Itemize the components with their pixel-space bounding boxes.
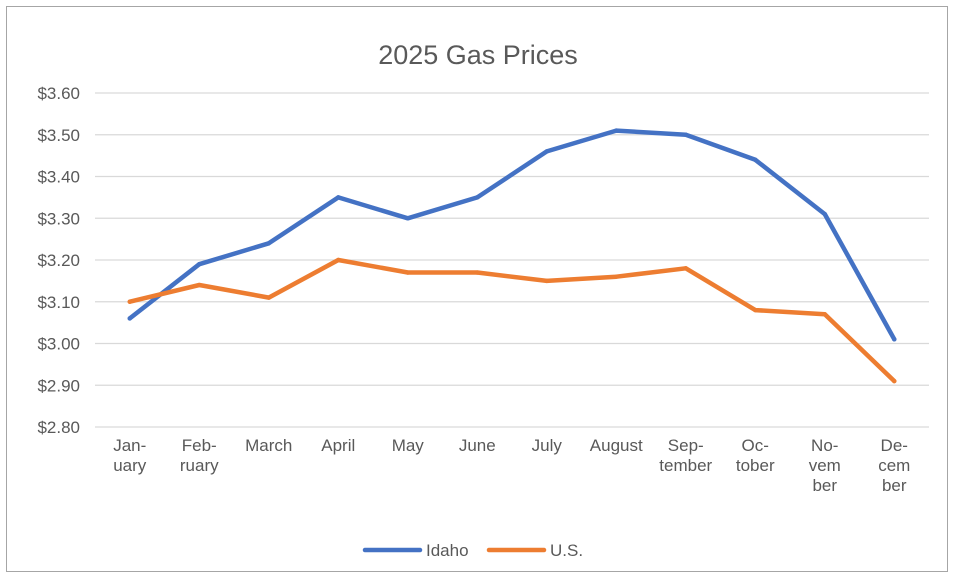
x-tick-label: August xyxy=(590,436,643,455)
data-point xyxy=(544,149,549,154)
x-tick-label-line: No- xyxy=(811,436,838,455)
y-tick-label: $3.20 xyxy=(37,251,80,270)
x-tick-label: July xyxy=(532,436,563,455)
y-axis-tick-labels: $2.80 $2.90 $3.00 $3.10 $3.20 $3.30 $3.40 $3.50… xyxy=(37,84,80,437)
x-tick-label-line: Jan- xyxy=(113,436,146,455)
data-point xyxy=(822,312,827,317)
legend: Idaho U.S. xyxy=(362,541,583,560)
x-tick-label-line: ber xyxy=(812,476,837,495)
data-point xyxy=(127,316,132,321)
data-point xyxy=(822,211,827,217)
data-point xyxy=(614,128,619,133)
data-point xyxy=(892,378,897,384)
x-tick-label: Jan-uary xyxy=(113,436,147,475)
legend-label: U.S. xyxy=(550,541,583,560)
y-tick-label: $2.90 xyxy=(37,376,80,395)
data-point xyxy=(336,195,341,200)
data-point xyxy=(475,270,480,275)
data-point xyxy=(475,195,480,200)
legend-label: Idaho xyxy=(426,541,469,560)
data-point xyxy=(266,295,271,300)
data-point xyxy=(336,257,341,263)
data-point xyxy=(683,132,688,137)
data-point xyxy=(753,307,758,313)
data-point xyxy=(544,278,549,284)
y-tick-label: $3.50 xyxy=(37,126,80,145)
x-tick-label: No-vem ber xyxy=(809,436,841,495)
x-tick-label-line: vem xyxy=(809,456,841,475)
x-tick-label-line: ruary xyxy=(180,456,219,475)
x-tick-label: Feb-ruary xyxy=(180,436,219,475)
x-tick-label: June xyxy=(459,436,496,455)
x-tick-label-line: Oc- xyxy=(742,436,769,455)
y-tick-label: $3.60 xyxy=(37,84,80,103)
gridlines xyxy=(95,92,929,428)
y-tick-label: $3.10 xyxy=(37,293,80,312)
x-tick-label: Sep-tember xyxy=(659,436,712,475)
data-point xyxy=(266,241,271,246)
y-tick-label: $3.00 xyxy=(37,335,80,354)
data-point xyxy=(683,266,688,271)
y-tick-label: $3.40 xyxy=(37,168,80,187)
data-point xyxy=(753,157,758,162)
data-point xyxy=(892,337,897,342)
x-tick-label-line: Sep- xyxy=(668,436,704,455)
x-tick-label-line: Feb- xyxy=(182,436,217,455)
x-tick-label: De-cem ber xyxy=(878,436,910,495)
series-line-us xyxy=(127,257,897,384)
data-point xyxy=(197,282,202,288)
x-tick-label-line: De- xyxy=(881,436,908,455)
x-tick-label-line: August xyxy=(590,436,643,455)
x-tick-label-line: ber xyxy=(882,476,907,495)
y-tick-label: $3.30 xyxy=(37,209,80,228)
x-tick-label: March xyxy=(245,436,292,455)
data-point xyxy=(405,216,410,221)
data-point xyxy=(614,274,619,279)
x-tick-label: May xyxy=(392,436,425,455)
x-tick-label-line: May xyxy=(392,436,425,455)
data-point xyxy=(405,270,410,275)
data-point xyxy=(197,261,202,267)
x-tick-label-line: tober xyxy=(736,456,775,475)
x-tick-label-line: uary xyxy=(113,456,147,475)
x-tick-label-line: July xyxy=(532,436,563,455)
x-tick-label: Oc-tober xyxy=(736,436,775,475)
data-point xyxy=(127,299,132,304)
x-tick-label-line: tember xyxy=(659,456,712,475)
series-line-idaho xyxy=(127,128,897,342)
chart-title: 2025 Gas Prices xyxy=(378,40,578,70)
x-tick-label-line: March xyxy=(245,436,292,455)
x-tick-label: April xyxy=(321,436,355,455)
x-axis-tick-labels: Jan-uary Feb-ruary March April May June July Au… xyxy=(113,436,910,495)
series-lines xyxy=(127,128,897,384)
y-tick-label: $2.80 xyxy=(37,418,80,437)
x-tick-label-line: cem xyxy=(878,456,910,475)
chart-frame xyxy=(6,6,948,572)
x-tick-label-line: April xyxy=(321,436,355,455)
x-tick-label-line: June xyxy=(459,436,496,455)
